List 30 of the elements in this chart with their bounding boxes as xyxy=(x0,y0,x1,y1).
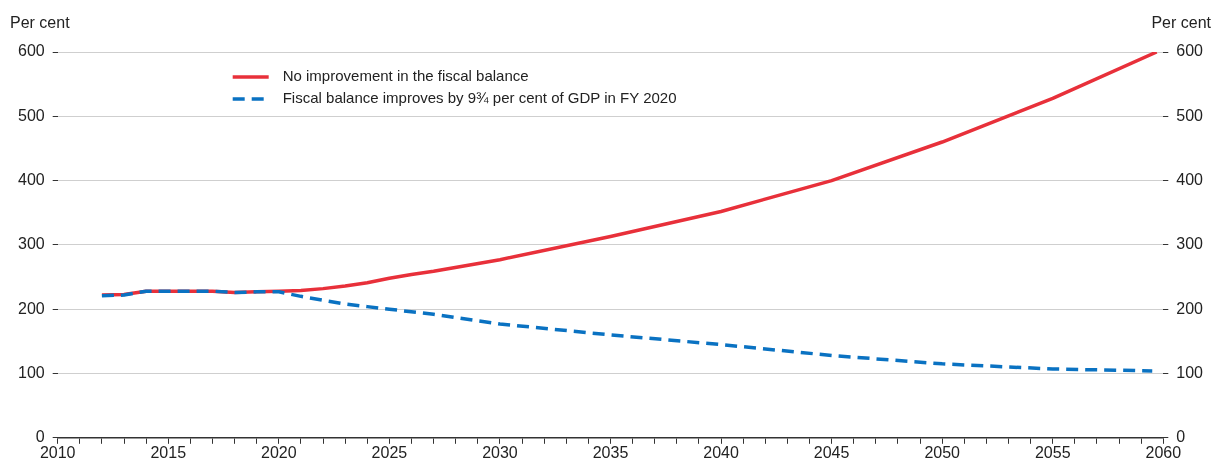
y2-tick-label: 500 xyxy=(1176,106,1204,124)
y2-tick-label: 600 xyxy=(1176,42,1204,60)
y-tick-label: 100 xyxy=(17,363,45,381)
x-tick-label: 2035 xyxy=(592,443,629,461)
y2-tick-label: 300 xyxy=(1176,235,1204,253)
x-tick-label: 2040 xyxy=(703,443,739,461)
y2-tick-label: 0 xyxy=(1176,428,1186,446)
x-tick-label: 2020 xyxy=(261,443,297,461)
x-tick-label: 2045 xyxy=(813,443,850,461)
x-tick-label: 2010 xyxy=(39,443,76,461)
y-tick-label: 600 xyxy=(17,42,45,60)
y2-axis-title: Per cent xyxy=(1151,14,1212,31)
x-tick-label: 2055 xyxy=(1034,443,1071,461)
y-tick-label: 500 xyxy=(17,106,45,124)
x-tick-label: 2060 xyxy=(1145,443,1182,461)
x-tick-label: 2025 xyxy=(371,443,408,461)
y-tick-label: 0 xyxy=(35,428,45,446)
y-tick-label: 200 xyxy=(17,299,45,317)
x-tick-label: 2030 xyxy=(482,443,518,461)
x-tick-label: 2015 xyxy=(150,443,187,461)
line-series xyxy=(100,289,1154,373)
y2-tick-label: 200 xyxy=(1176,299,1204,317)
y-tick-label: 300 xyxy=(17,235,45,253)
y-axis-title: Per cent xyxy=(10,14,71,31)
y-tick-label: 400 xyxy=(17,171,45,189)
x-tick-label: 2050 xyxy=(924,443,961,461)
y2-tick-label: 400 xyxy=(1176,171,1204,189)
y2-tick-label: 100 xyxy=(1176,363,1204,381)
legend-label: Fiscal balance improves by 9¾ per cent of GDP in FY 2020 xyxy=(282,89,677,107)
legend-label: No improvement in the fiscal balance xyxy=(282,67,529,85)
